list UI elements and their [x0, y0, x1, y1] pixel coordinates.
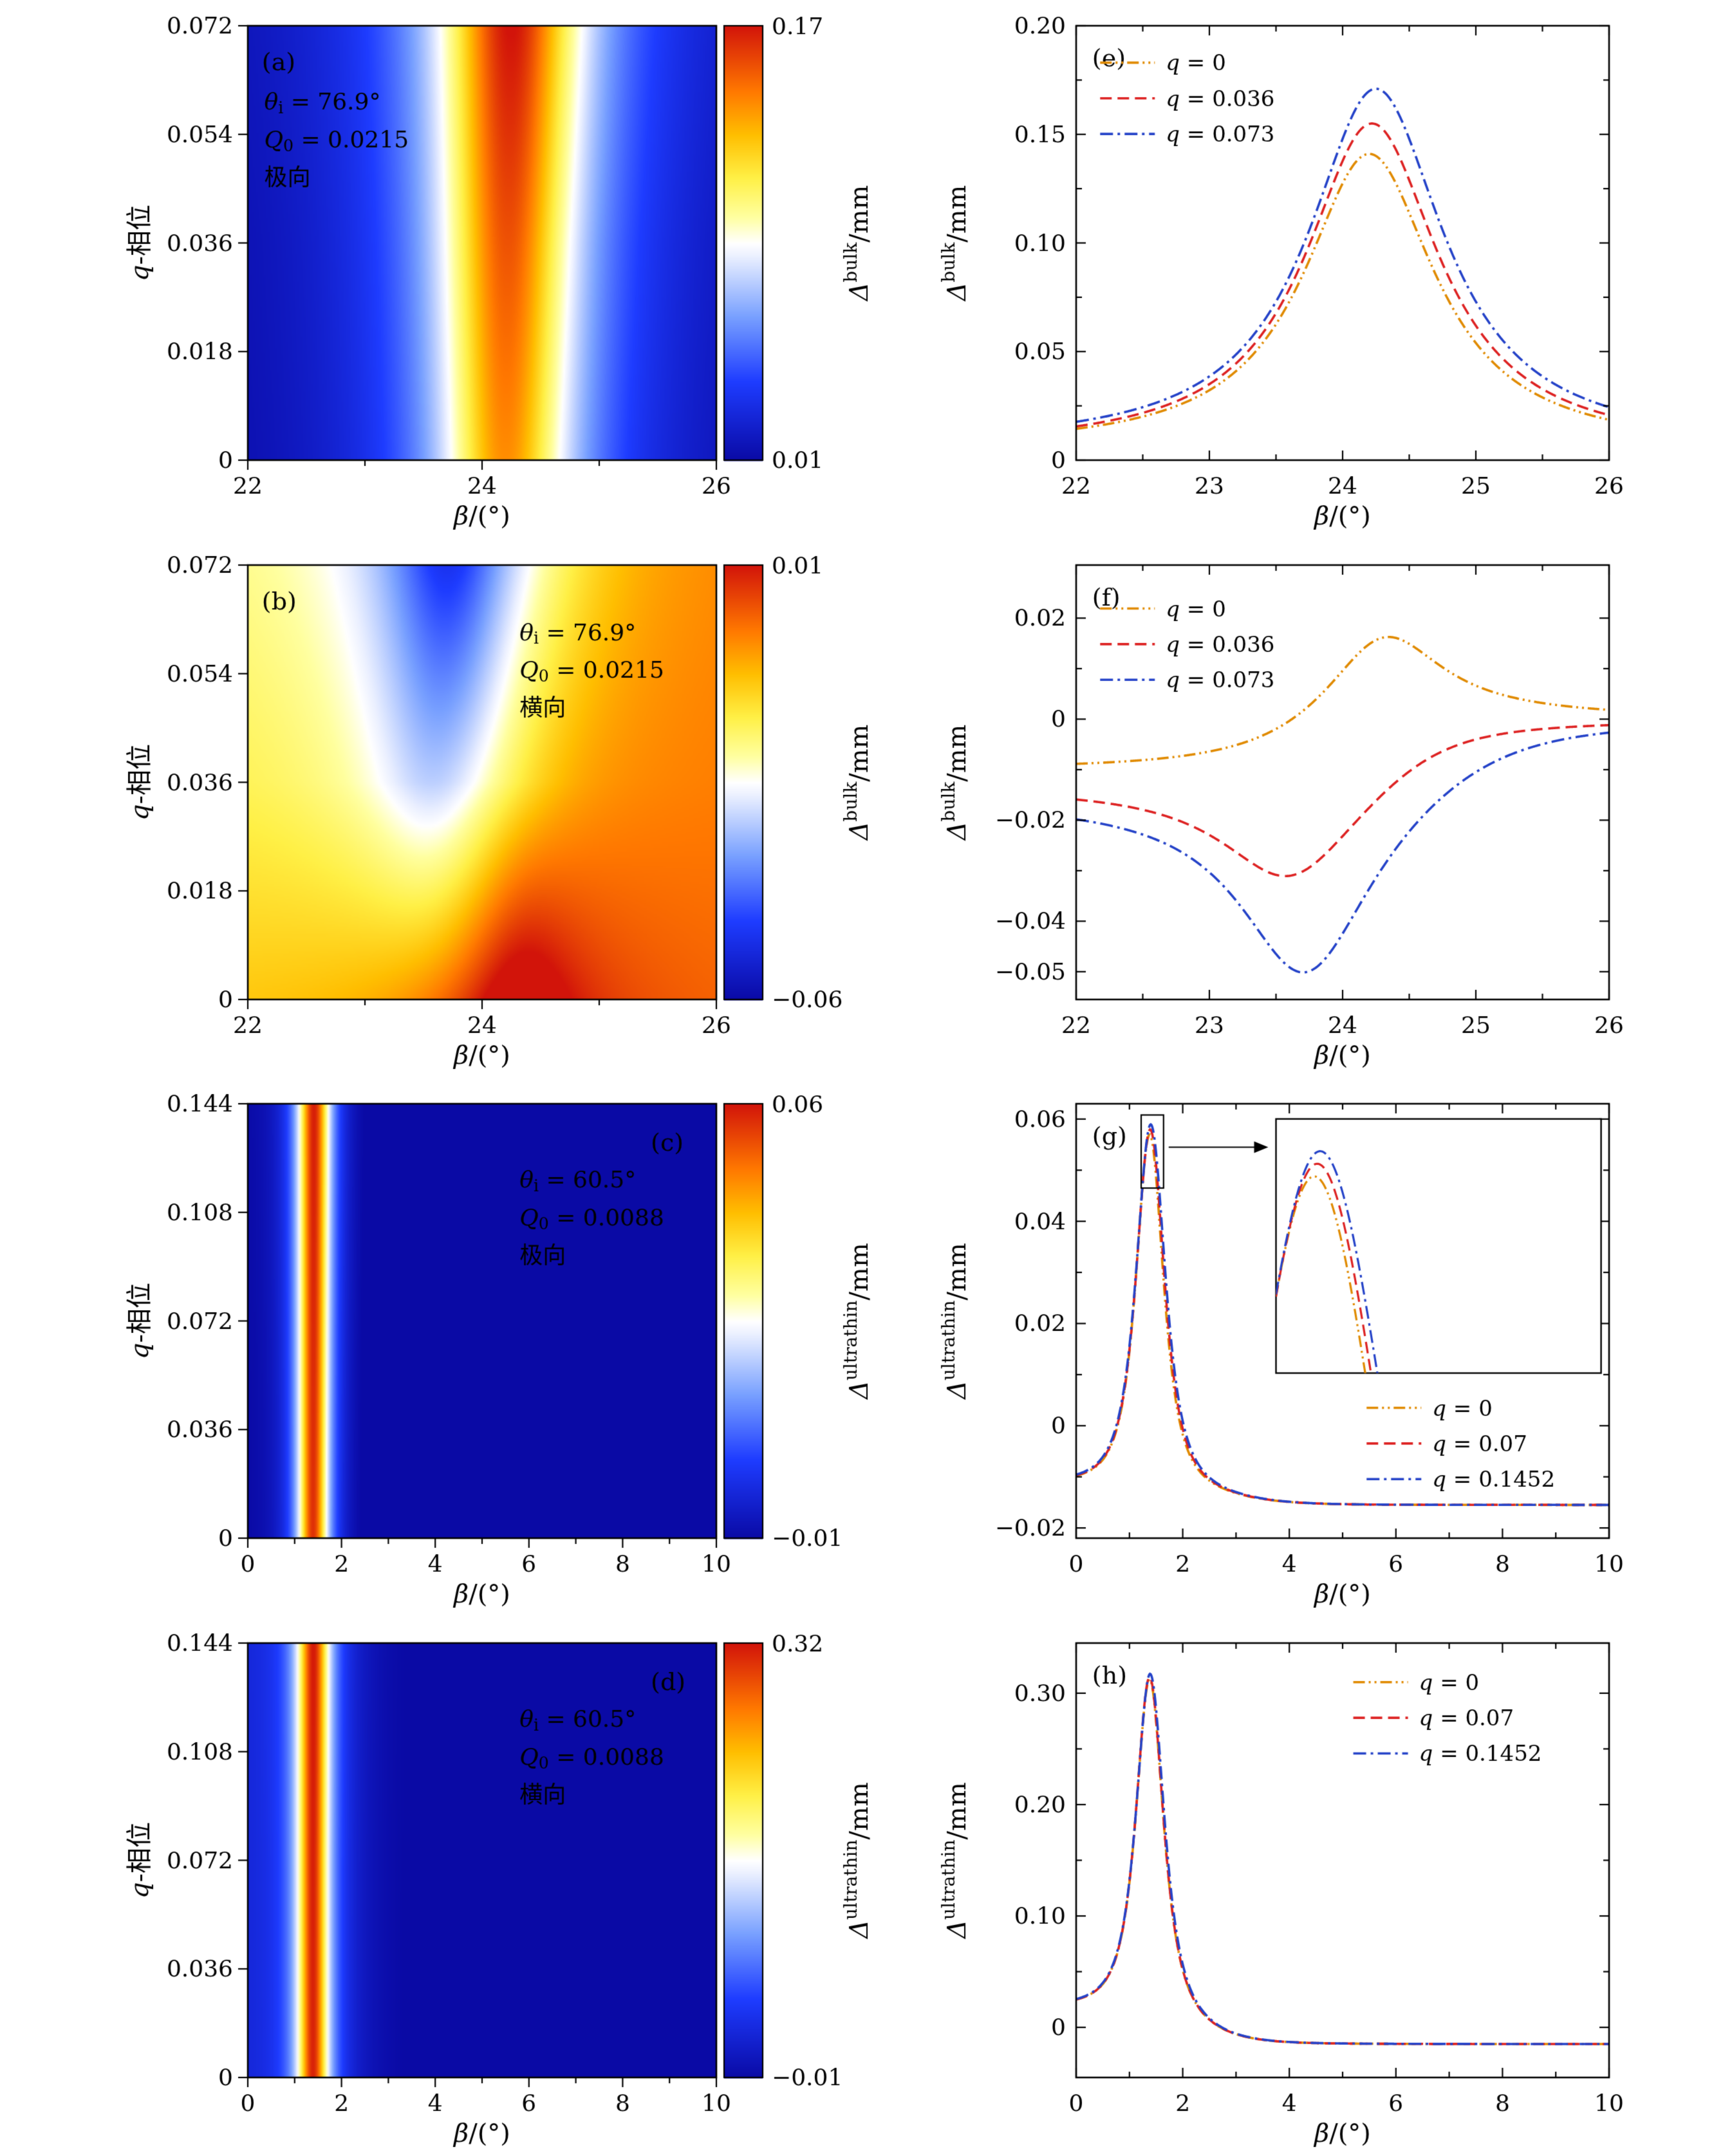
panel-b-canvas — [71, 539, 888, 1078]
panel-h-canvas — [901, 1617, 1723, 2156]
panel-g-canvas — [901, 1078, 1723, 1617]
panel-f-lineplot-bulk — [901, 539, 1723, 1078]
panel-g-lineplot-ultrathin — [901, 1078, 1723, 1617]
panel-a-canvas — [71, 0, 888, 539]
panel-d-canvas — [71, 1617, 888, 2156]
panel-f-canvas — [901, 539, 1723, 1078]
panel-d-heatmap-ultrathin-lateral — [71, 1617, 888, 2156]
panel-a-heatmap-bulk-poloidal — [71, 0, 888, 539]
panel-e-canvas — [901, 0, 1723, 539]
panel-c-heatmap-ultrathin-poloidal — [71, 1078, 888, 1617]
panel-e-lineplot-bulk — [901, 0, 1723, 539]
panel-b-heatmap-bulk-lateral — [71, 539, 888, 1078]
panel-h-lineplot-ultrathin — [901, 1617, 1723, 2156]
panel-c-canvas — [71, 1078, 888, 1617]
